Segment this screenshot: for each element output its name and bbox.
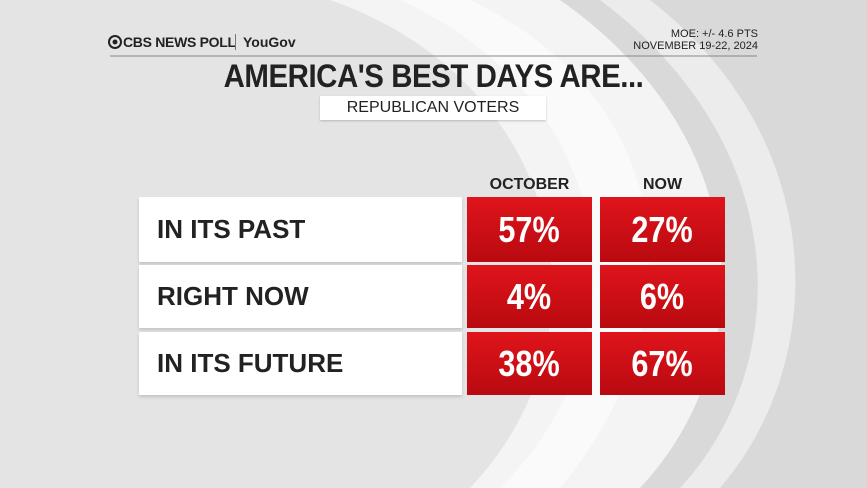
row-label: RIGHT NOW bbox=[139, 265, 462, 328]
row-label: IN ITS FUTURE bbox=[139, 332, 462, 395]
dates: NOVEMBER 19-22, 2024 bbox=[633, 40, 758, 52]
cell-text: 6% bbox=[640, 275, 685, 317]
cell-text: 38% bbox=[498, 342, 561, 384]
moe: MOE: +/- 4.6 PTS bbox=[670, 28, 758, 40]
cell-text: 27% bbox=[631, 208, 694, 250]
value-cell: 6% bbox=[600, 265, 725, 328]
brand: CBS NEWS POLL bbox=[123, 34, 236, 50]
column-header: OCTOBER bbox=[489, 176, 570, 193]
value-cell: 67% bbox=[600, 332, 725, 395]
cell-text: 57% bbox=[498, 208, 561, 250]
title: AMERICA'S BEST DAYS ARE... bbox=[223, 58, 644, 94]
column-header: NOW bbox=[642, 176, 683, 193]
value-cell: 38% bbox=[467, 332, 592, 395]
subtitle: REPUBLICAN VOTERS bbox=[320, 96, 546, 120]
row-label: IN ITS PAST bbox=[139, 197, 462, 262]
value-cell: 27% bbox=[600, 197, 725, 262]
cell-text: 67% bbox=[631, 342, 694, 384]
separator bbox=[235, 34, 236, 50]
cell-text: 4% bbox=[507, 275, 552, 317]
value-cell: 4% bbox=[467, 265, 592, 328]
value-cell: 57% bbox=[467, 197, 592, 262]
partner: YouGov bbox=[243, 34, 296, 50]
